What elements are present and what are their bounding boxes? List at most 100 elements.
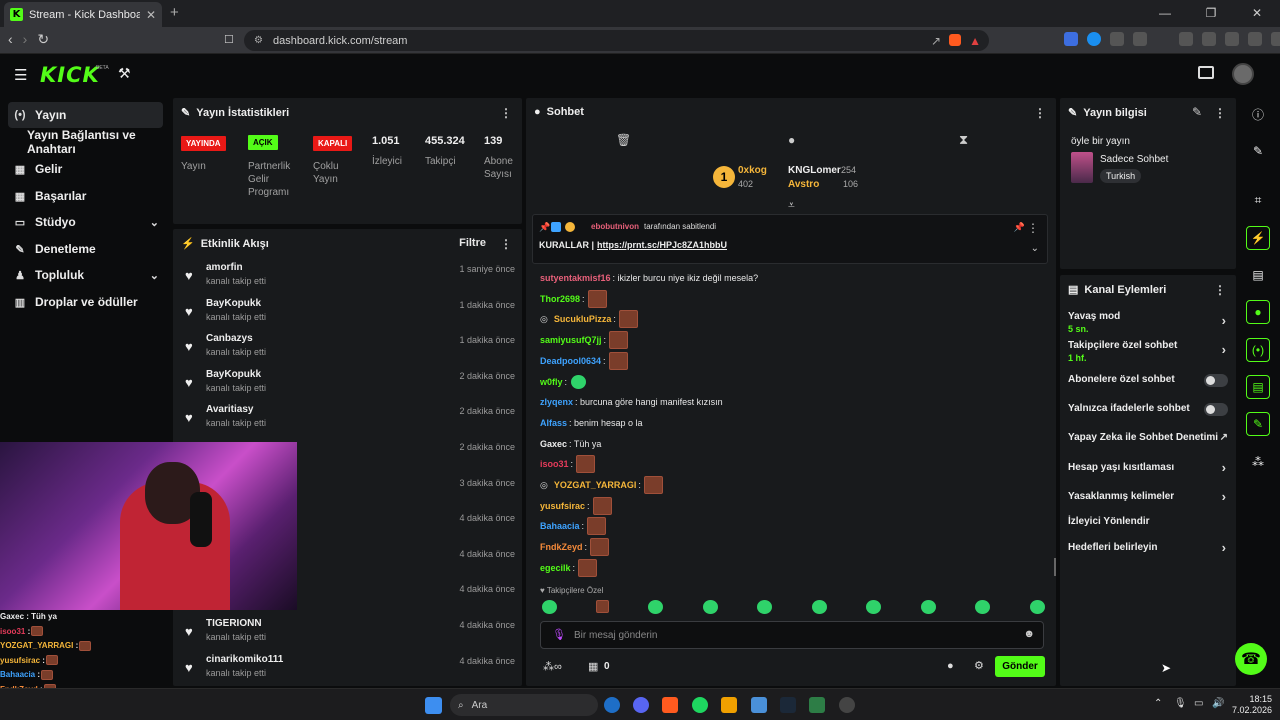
discord-icon[interactable] (633, 697, 649, 713)
obs-icon[interactable] (839, 697, 855, 713)
creator-mode-icon[interactable] (1198, 66, 1214, 79)
chat-username[interactable]: Bahaacia (540, 521, 580, 532)
emote-icon[interactable] (920, 600, 936, 614)
taskbar-search[interactable]: ⌕ Ara (450, 694, 598, 716)
channel-action-item[interactable]: Abonelere özel sohbet (1068, 374, 1230, 387)
drops-icon[interactable]: ⁂ (1252, 455, 1264, 469)
chat-icon[interactable]: ● (1246, 300, 1270, 324)
emote-icon[interactable] (595, 600, 609, 613)
sidebar-item-stream-key[interactable]: Yayın Bağlantısı ve Anahtarı (22, 128, 177, 156)
emote-icon[interactable] (811, 600, 827, 614)
channel-action-item[interactable]: Hedefleri belirleyin › (1068, 540, 1230, 555)
emote-icon[interactable] (975, 600, 991, 614)
kick-logo[interactable]: KICK (40, 63, 100, 87)
emote-icon[interactable] (648, 600, 664, 614)
activity-row[interactable]: ♥ Canbazys kanalı takip etti 1 dakika önce (181, 333, 515, 367)
activity-user[interactable]: Avaritiasy (206, 404, 254, 416)
tools-icon[interactable]: ⚒ (118, 65, 131, 81)
leo-icon[interactable] (1248, 32, 1262, 46)
broadcast-icon[interactable]: (•) (1246, 338, 1270, 362)
info-icon[interactable]: ⓘ (1251, 107, 1264, 122)
sidebar-item-topluluk[interactable]: ♟ Topluluk ⌄ (8, 262, 163, 288)
settings-icon[interactable]: ⚙ (974, 660, 984, 672)
activity-user[interactable]: BayKopukk (206, 297, 262, 309)
leader-name[interactable]: Avstro (788, 179, 820, 190)
chat-input[interactable]: 🎙 Bir mesaj gönderin ☻ (540, 621, 1044, 649)
chat-username[interactable]: Deadpool0634 (540, 355, 602, 366)
pinned-by-user[interactable]: ebobutnivon (591, 222, 639, 231)
windows-start-icon[interactable] (425, 697, 442, 714)
emote-icon[interactable] (702, 600, 718, 614)
hourglass-icon[interactable]: ⧗ (959, 132, 969, 147)
activity-row[interactable]: ♥ BayKopukk kanalı takip etti 2 dakika önce (181, 369, 515, 403)
activity-row[interactable]: ♥ amorfin kanalı takip etti 1 saniye önce (181, 262, 515, 296)
category-thumbnail[interactable] (1071, 152, 1093, 183)
chat-username[interactable]: SucukluPizza (553, 314, 612, 325)
activity-user[interactable]: BayKopukk (206, 368, 262, 380)
bookmark-icon[interactable]: ☐ (224, 34, 234, 46)
chat-username[interactable]: FndkZeyd (540, 542, 583, 553)
sidebar-item-yayin[interactable]: (•) Yayın (8, 102, 163, 128)
browser-tab[interactable]: K Stream - Kick Dashboard ✕ (4, 2, 162, 27)
channel-action-item[interactable]: İzleyici Yönlendir (1068, 516, 1230, 527)
close-window-icon[interactable]: ✕ (1251, 6, 1263, 20)
spotify-icon[interactable] (692, 697, 708, 713)
extension-icon[interactable] (1087, 32, 1101, 46)
trash-icon[interactable]: 🗑 (616, 133, 632, 147)
wrench-icon[interactable]: ✎ (1246, 412, 1270, 436)
chat-username[interactable]: w0fly (540, 376, 563, 387)
puzzle-icon[interactable] (1110, 32, 1124, 46)
extension-icon[interactable] (1133, 32, 1147, 46)
expand-icon[interactable]: ⩡ (788, 198, 795, 212)
channel-action-item[interactable]: Yasaklanmış kelimeler › (1068, 489, 1230, 504)
activity-user[interactable]: Canbazys (206, 333, 253, 345)
unpin-icon[interactable]: 📌 (1013, 222, 1025, 232)
chat-bubble-icon[interactable]: ● (947, 660, 954, 672)
toggle-switch[interactable] (1204, 374, 1228, 387)
chat-username[interactable]: isoo31 (540, 459, 569, 470)
chevron-down-icon[interactable]: ⌄ (1030, 243, 1039, 254)
activity-user[interactable]: cinarikomiko111 (206, 653, 284, 665)
reload-icon[interactable]: ↻ (37, 31, 50, 47)
steam-icon[interactable] (604, 697, 620, 713)
back-icon[interactable]: ‹ (8, 31, 13, 47)
channel-action-item[interactable]: Hesap yaşı kısıtlaması › (1068, 460, 1230, 475)
chat-username[interactable]: samiyusufQ7jj (540, 335, 602, 346)
chat-username[interactable]: egecilk (540, 562, 571, 573)
sidebar-item-gelir[interactable]: ▦ Gelir (8, 156, 163, 182)
more-icon[interactable]: ⋮ (1034, 106, 1046, 120)
document-icon[interactable]: ▤ (1252, 268, 1264, 282)
share-icon[interactable]: ↗ (931, 33, 942, 48)
app-icon[interactable] (780, 697, 796, 713)
edit-icon[interactable]: ✎ (1191, 105, 1202, 119)
channel-action-item[interactable]: Takipçilere özel sohbet 1 hf. › (1068, 340, 1230, 363)
url-input[interactable]: ⚙ dashboard.kick.com/stream ↗ ▲ (244, 30, 989, 51)
chat-username[interactable]: zlyqenx (540, 397, 574, 408)
channel-points-icon[interactable]: ⁂∞ (543, 661, 562, 673)
filter-button[interactable]: Filtre (459, 237, 486, 249)
forward-icon[interactable]: › (22, 31, 28, 47)
sidebar-item-denetleme[interactable]: ✎ Denetleme (8, 236, 163, 262)
clock[interactable]: 18:15 7.02.2026 (1232, 694, 1272, 716)
emote-icon[interactable] (1029, 600, 1045, 614)
activity-row[interactable]: ♥ TIGERIONN kanalı takip etti 4 dakika önce (181, 618, 515, 652)
pinned-link[interactable]: https://prnt.sc/HPJc8ZA1hbbU (597, 240, 728, 250)
category-name[interactable]: Sadece Sohbet (1100, 154, 1169, 165)
close-tab-icon[interactable]: ✕ (145, 7, 156, 22)
tray-chevron-icon[interactable]: ⌃ (1154, 698, 1163, 709)
bolt-icon[interactable]: ⚡ (1246, 226, 1270, 250)
emoji-icon[interactable]: ☻ (1023, 628, 1035, 640)
channel-action-item[interactable]: Yalnızca ifadelerle sohbet (1068, 403, 1230, 416)
sidebar-item-studyo[interactable]: ▭ Stüdyo ⌄ (8, 209, 163, 235)
chat-username[interactable]: YOZGAT_YARRAGI (553, 480, 637, 490)
emote-icon[interactable] (866, 600, 882, 614)
avatar[interactable] (1232, 63, 1254, 85)
site-info-icon[interactable]: ⚙ (254, 35, 263, 46)
scan-icon[interactable]: ⌗ (1254, 192, 1262, 207)
more-icon[interactable]: ⋮ (1214, 283, 1226, 297)
app-icon[interactable] (809, 697, 825, 713)
edit-icon[interactable]: ✎ (1252, 144, 1264, 158)
activity-row[interactable]: ♥ Avaritiasy kanalı takip etti 2 dakika önc… (181, 404, 515, 438)
sidebar-item-basarilar[interactable]: ▦ Başarılar (8, 183, 163, 209)
leader-name[interactable]: 0xkog (738, 165, 767, 176)
